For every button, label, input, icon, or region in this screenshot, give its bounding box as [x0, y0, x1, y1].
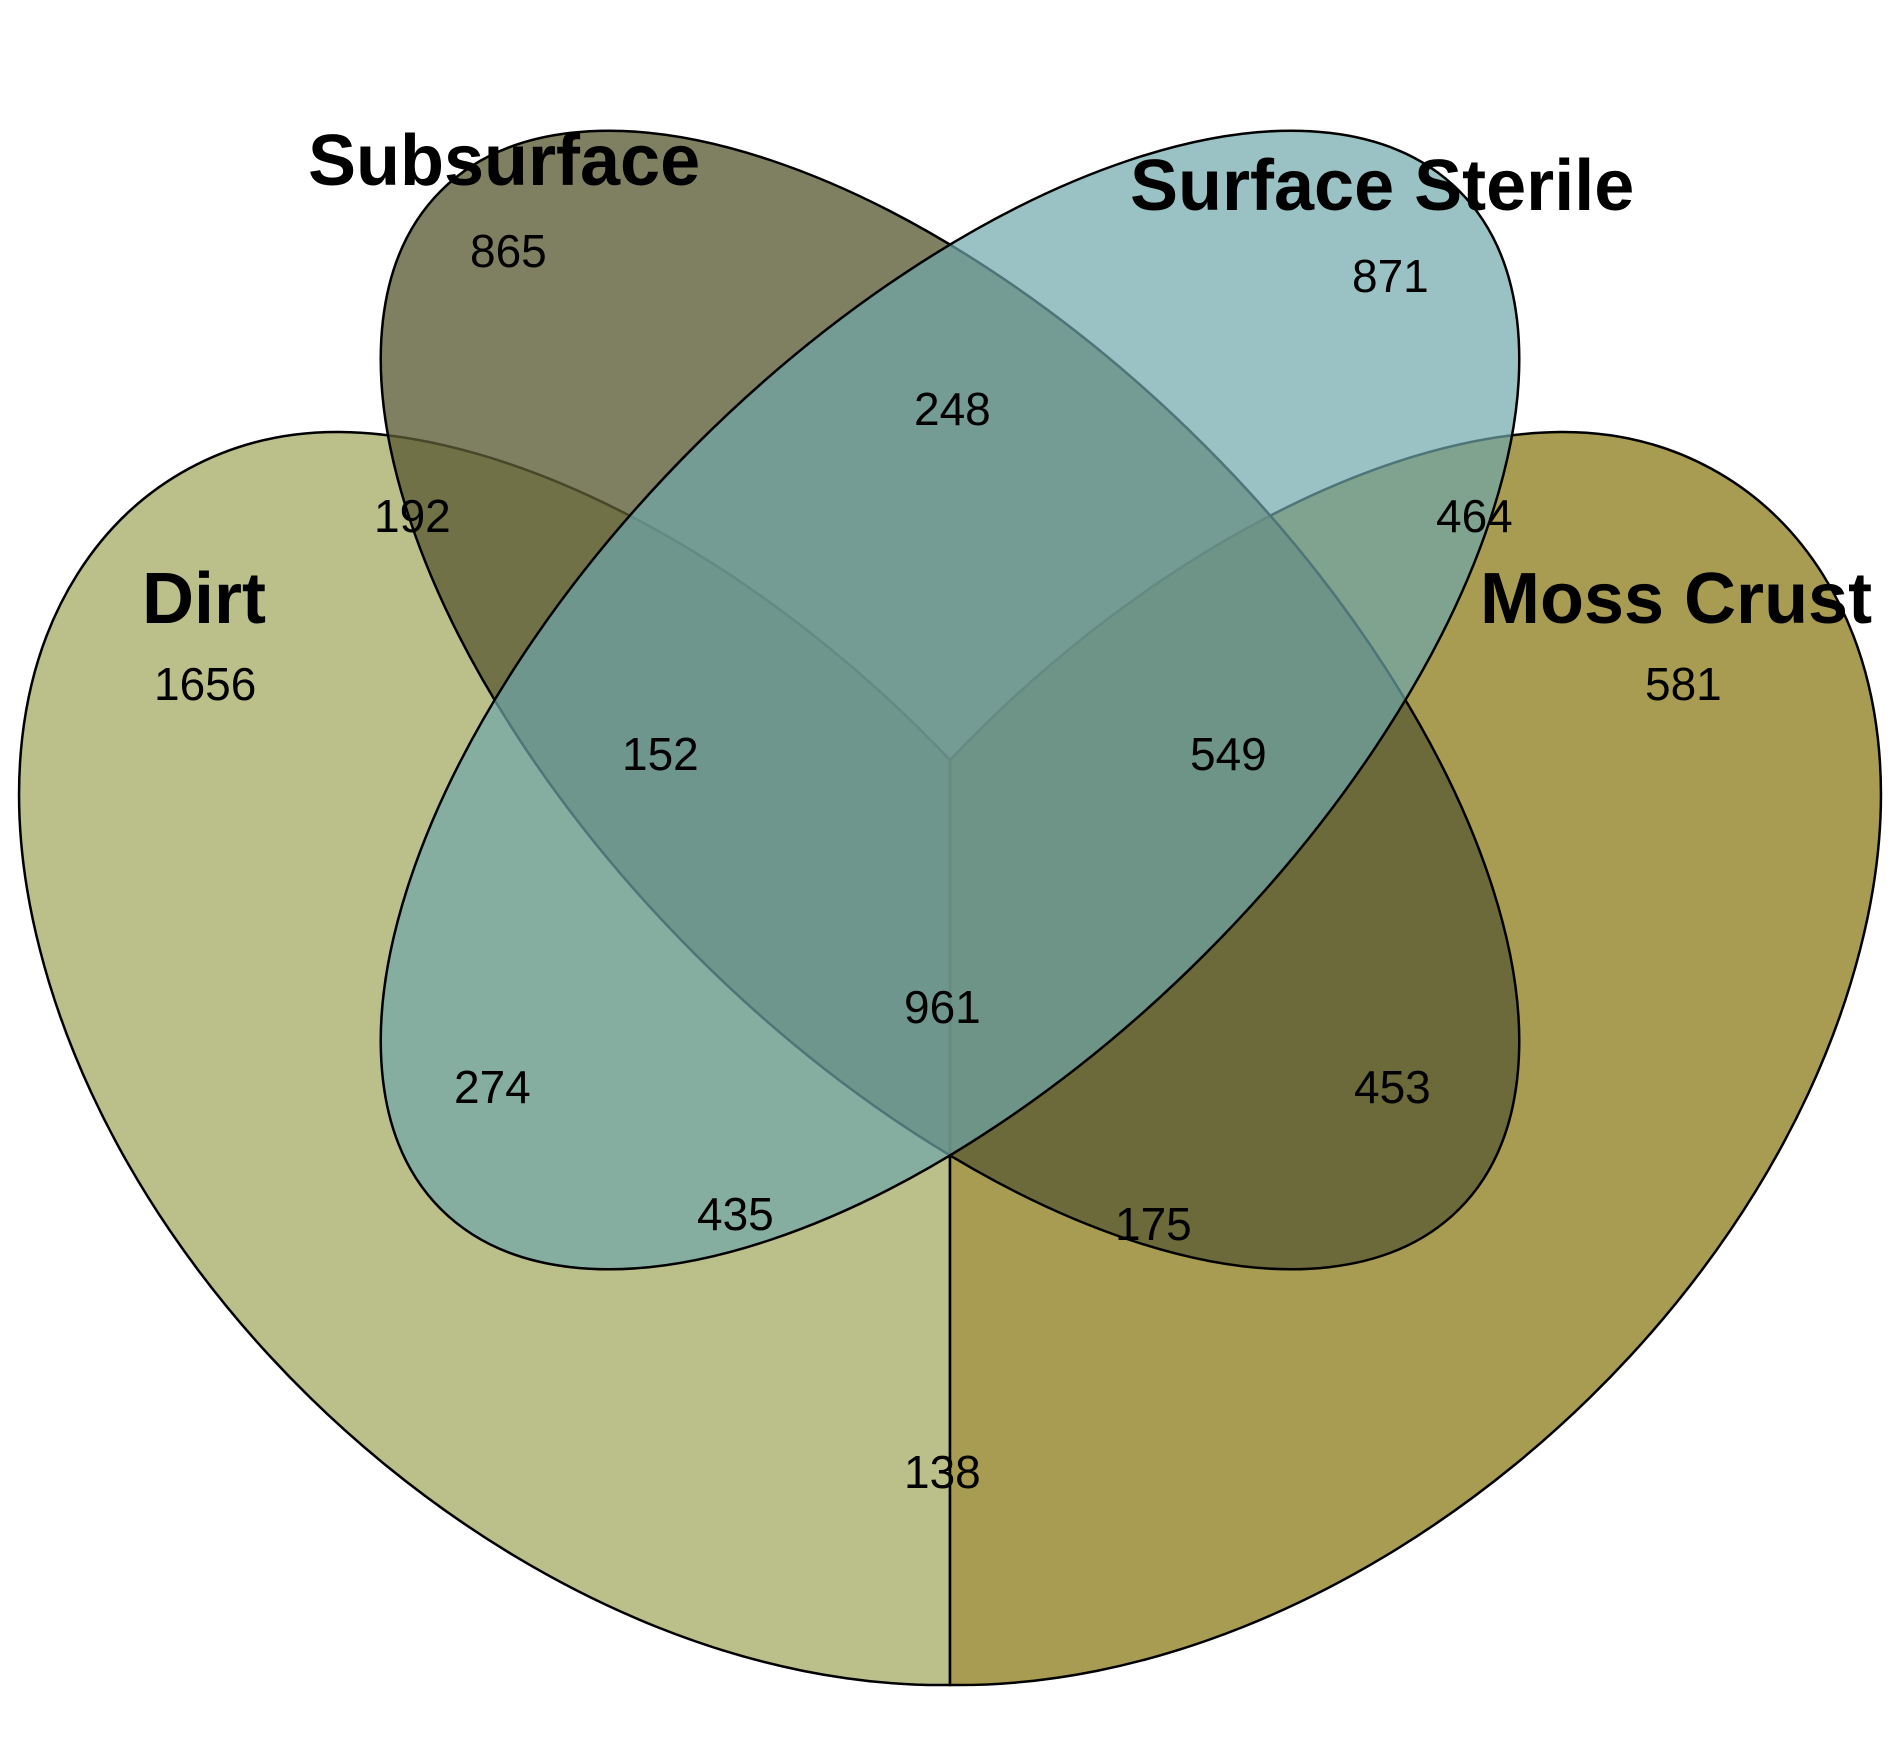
count-dirt-subsurface-surface-sterile: 152 [622, 728, 699, 780]
count-surface-sterile-moss-crust: 464 [1436, 490, 1513, 542]
count-dirt-moss-crust: 138 [904, 1446, 981, 1498]
count-all-four: 961 [904, 981, 981, 1033]
set-label-surface-sterile: Surface Sterile [1130, 146, 1634, 226]
count-moss-crust-only: 581 [1645, 658, 1722, 710]
venn-shapes [17, 129, 1883, 1687]
set-shape-surface-sterile [379, 129, 1521, 1271]
count-surface-sterile-only: 871 [1352, 250, 1429, 302]
count-subsurface-surface-sterile-moss-crust: 549 [1190, 728, 1267, 780]
count-subsurface-surface-sterile: 248 [914, 383, 991, 435]
count-dirt-subsurface-moss-crust: 175 [1115, 1198, 1192, 1250]
count-subsurface-moss-crust: 453 [1354, 1061, 1431, 1113]
set-label-subsurface: Subsurface [308, 121, 700, 201]
count-dirt-surface-sterile: 274 [454, 1061, 531, 1113]
count-dirt-only: 1656 [154, 658, 256, 710]
set-label-dirt: Dirt [142, 559, 266, 639]
count-dirt-subsurface: 192 [374, 490, 451, 542]
set-label-moss-crust: Moss Crust [1480, 559, 1872, 639]
count-dirt-surface-sterile-moss-crust: 435 [697, 1188, 774, 1240]
count-subsurface-only: 865 [470, 225, 547, 277]
